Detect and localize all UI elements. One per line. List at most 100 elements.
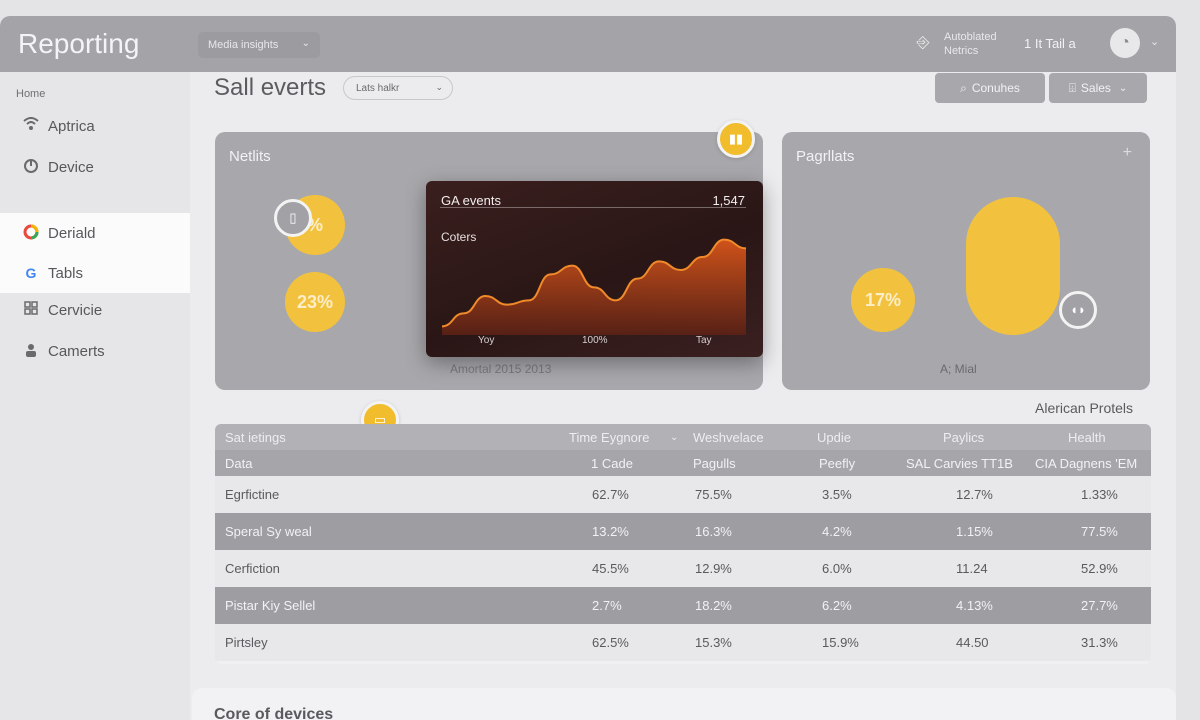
chevron-down-icon[interactable]: ⌄ (670, 431, 679, 443)
card-caption: Amortal 2015 2013 (450, 362, 552, 376)
table-cell: 31.3% (1081, 635, 1118, 650)
sidebar-item-label: Tabls (48, 264, 84, 282)
header-cell[interactable]: Sat ietings (225, 429, 286, 445)
table-cell: 52.9% (1081, 561, 1118, 576)
data-table: Sat ietings Time Eygnore ⌄ Weshvelace Up… (215, 424, 1151, 664)
subheader-cell: Data (225, 455, 253, 471)
table-cell: Pistar Kiy Sellel (225, 598, 316, 613)
table-cell: Speral Sy weal (225, 524, 312, 539)
subheader-cell: SAL Carvies TT1B (906, 455, 1013, 471)
table-cell: 62.7% (592, 487, 629, 502)
pie-icon (22, 158, 40, 176)
table-row[interactable]: Egrfictine 62.7% 75.5% 3.5% 12.7% 1.33% (215, 476, 1151, 513)
sidebar-item-tabls[interactable]: G Tabls (0, 253, 190, 293)
table-row[interactable]: Speral Sy weal 13.2% 16.3% 4.2% 1.15% 77.5% (215, 513, 1151, 550)
sidebar-item-label: Device (48, 158, 94, 176)
sidebar-home[interactable]: Home (16, 88, 46, 100)
subheader-cell: 1 Cade (591, 455, 633, 471)
table-cell: 12.7% (956, 487, 993, 502)
bar-chart-icon[interactable]: ▮▮ (717, 120, 755, 158)
card-title: Netlits (229, 148, 271, 165)
toggle-icon[interactable]: ◖◗ (1059, 291, 1097, 329)
table-cell: 27.7% (1081, 598, 1118, 613)
add-icon[interactable]: + (1122, 144, 1132, 161)
chevron-down-icon: ⌄ (301, 38, 310, 49)
sidebar-item-aptrica[interactable]: Aptrica (0, 106, 190, 146)
header-cell[interactable]: Weshvelace (693, 429, 764, 445)
table-cell: 4.2% (822, 524, 852, 539)
sidebar-item-label: Aptrica (48, 117, 95, 135)
table-cell: Egrfictine (225, 487, 280, 502)
popup-subtitle: Coters (441, 230, 477, 244)
table-cell: Pirtsley (225, 635, 268, 650)
table-section-title: Alerican Protels (1035, 400, 1134, 416)
media-dropdown[interactable]: Media insights ⌄ (198, 32, 320, 58)
header-cell[interactable]: Health (1068, 429, 1106, 445)
people-icon (22, 342, 40, 360)
x-tick-label: 100% (582, 335, 608, 346)
sidebar-item-label: Cervicie (48, 301, 103, 319)
phone-icon[interactable]: ▯ (274, 199, 312, 237)
user-icon[interactable]: ◔ (1110, 28, 1140, 58)
card-title: Pagrllats (796, 148, 855, 165)
chevron-down-icon: ⌄ (1118, 82, 1128, 94)
grid-icon (22, 301, 40, 319)
status-text: Autoblated Netrics (944, 30, 997, 58)
header-cell[interactable]: Time Eygnore (569, 429, 650, 445)
subheader-cell: Peefly (819, 455, 856, 471)
header-cell[interactable]: Paylics (943, 429, 985, 445)
media-dropdown-label: Media insights (208, 39, 279, 51)
sidebar-item-camerts[interactable]: Camerts (0, 331, 190, 371)
top-bar: Reporting Media insights ⌄ ⎆ Autoblated … (0, 16, 1176, 72)
header-cell[interactable]: Updie (817, 429, 851, 445)
x-tick-label: Tay (696, 335, 712, 346)
chart-line (441, 238, 747, 328)
status-line-2: Netrics (944, 45, 979, 57)
sales-dropdown[interactable]: ⌹ Sales ⌄ (1049, 73, 1147, 103)
table-cell: 15.3% (695, 635, 732, 650)
table-row[interactable]: Cerfiction 45.5% 12.9% 6.0% 11.24 52.9% (215, 550, 1151, 587)
devices-card (192, 688, 1176, 720)
search-button[interactable]: ⌕ Conuhes (935, 73, 1045, 103)
app-title: Reporting (18, 28, 140, 59)
sales-dropdown-label: Sales (1080, 81, 1111, 95)
table-header-row: Sat ietings Time Eygnore ⌄ Weshvelace Up… (215, 424, 1151, 450)
chart-popup[interactable]: GA events 1,547 Coters Yoy 100% Tay (426, 181, 763, 357)
table-cell: 6.2% (822, 598, 852, 613)
table-cell: 1.15% (956, 524, 993, 539)
status-line-1: Autoblated (944, 31, 997, 43)
line-chart (441, 238, 747, 335)
sidebar-item-label: Camerts (48, 342, 105, 360)
circle-color-icon (22, 224, 40, 242)
table-cell: 11.24 (956, 561, 988, 576)
sidebar-item-deriald[interactable]: Deriald (0, 213, 190, 253)
sidebar-item-label: Deriald (48, 224, 96, 242)
sidebar: Home Aptrica Device Deriald G Tabls (0, 72, 190, 720)
table-row[interactable]: Pirtsley 62.5% 15.3% 15.9% 44.50 31.3% (215, 624, 1151, 661)
x-tick-label: Yoy (478, 335, 495, 346)
table-cell: 45.5% (592, 561, 629, 576)
filter-dropdown-label: Lats halkr (356, 82, 400, 94)
bracket-icon[interactable]: ⎆ (916, 34, 930, 51)
table-cell: 2.7% (592, 598, 622, 613)
popup-value: 1,547 (712, 193, 745, 208)
chevron-down-icon[interactable]: ⌄ (1150, 36, 1160, 48)
table-row[interactable]: Pistar Kiy Sellel 2.7% 18.2% 6.2% 4.13% 27.7% (215, 587, 1151, 624)
table-cell: 4.13% (956, 598, 993, 613)
percent-circle-bottom: 23% (285, 272, 345, 332)
subheader-cell: Pagulls (693, 455, 736, 471)
table-cell: 62.5% (592, 635, 629, 650)
capsule-shape (966, 197, 1060, 335)
google-icon: G (25, 265, 37, 281)
table-cell: 75.5% (695, 487, 732, 502)
table-cell: 13.2% (592, 524, 629, 539)
table-cell: 12.9% (695, 561, 732, 576)
page-title: Sall everts (214, 74, 327, 101)
sidebar-item-device[interactable]: Device (0, 147, 190, 187)
table-subheader-row: Data 1 Cade Pagulls Peefly SAL Carvies T… (215, 450, 1151, 476)
filter-dropdown[interactable]: Lats halkr ⌄ (343, 76, 453, 100)
sidebar-item-cervicie[interactable]: Cervicie (0, 290, 190, 330)
table-cell: 18.2% (695, 598, 732, 613)
search-button-label: Conuhes (971, 81, 1020, 95)
table-cell: 1.33% (1081, 487, 1118, 502)
